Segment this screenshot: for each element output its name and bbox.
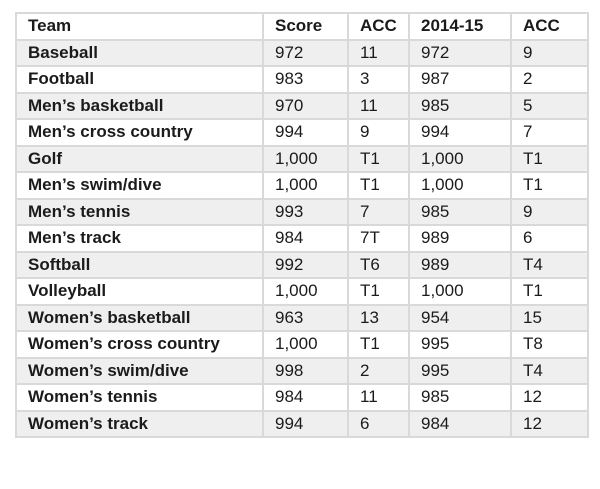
table-row: Football 983 3 987 2	[15, 65, 589, 94]
value-cell: 12	[510, 409, 589, 438]
value-cell: 11	[347, 38, 410, 67]
column-header-2014-15: 2014-15	[408, 12, 512, 41]
team-cell: Volleyball	[15, 277, 264, 306]
apr-scores-table: Team Score ACC 2014-15 ACC Baseball 972 11 972 9…	[15, 12, 589, 438]
table-body: Baseball 972 11 972 9 Football 983 3 987 2 Men’s b…	[15, 38, 589, 438]
table-row: Men’s swim/dive 1,000 T1 1,000 T1	[15, 171, 589, 200]
team-cell: Women’s tennis	[15, 383, 264, 412]
value-cell: T6	[347, 250, 410, 279]
value-cell: 987	[408, 65, 512, 94]
table-row: Volleyball 1,000 T1 1,000 T1	[15, 277, 589, 306]
value-cell: 7T	[347, 224, 410, 253]
team-cell: Golf	[15, 144, 264, 173]
value-cell: 985	[408, 197, 512, 226]
value-cell: 9	[510, 197, 589, 226]
value-cell: 989	[408, 250, 512, 279]
value-cell: 2	[510, 65, 589, 94]
value-cell: 1,000	[408, 277, 512, 306]
value-cell: T4	[510, 356, 589, 385]
table-row: Men’s track 984 7T 989 6	[15, 224, 589, 253]
table-row: Women’s tennis 984 11 985 12	[15, 383, 589, 412]
value-cell: 972	[262, 38, 349, 67]
value-cell: T8	[510, 330, 589, 359]
value-cell: 994	[262, 118, 349, 147]
team-cell: Football	[15, 65, 264, 94]
team-cell: Women’s cross country	[15, 330, 264, 359]
team-cell: Men’s cross country	[15, 118, 264, 147]
value-cell: 994	[408, 118, 512, 147]
team-cell: Women’s track	[15, 409, 264, 438]
team-cell: Men’s track	[15, 224, 264, 253]
value-cell: 1,000	[262, 171, 349, 200]
value-cell: 963	[262, 303, 349, 332]
value-cell: 5	[510, 91, 589, 120]
value-cell: 1,000	[408, 144, 512, 173]
column-header-team: Team	[15, 12, 264, 41]
team-cell: Women’s basketball	[15, 303, 264, 332]
value-cell: 954	[408, 303, 512, 332]
value-cell: 998	[262, 356, 349, 385]
value-cell: 9	[510, 38, 589, 67]
value-cell: 985	[408, 91, 512, 120]
table-row: Men’s cross country 994 9 994 7	[15, 118, 589, 147]
value-cell: 9	[347, 118, 410, 147]
value-cell: T4	[510, 250, 589, 279]
team-cell: Men’s basketball	[15, 91, 264, 120]
header-row: Team Score ACC 2014-15 ACC	[15, 12, 589, 41]
value-cell: 1,000	[262, 144, 349, 173]
value-cell: T1	[510, 171, 589, 200]
table-row: Women’s swim/dive 998 2 995 T4	[15, 356, 589, 385]
value-cell: 989	[408, 224, 512, 253]
value-cell: T1	[347, 171, 410, 200]
table-row: Men’s basketball 970 11 985 5	[15, 91, 589, 120]
team-cell: Softball	[15, 250, 264, 279]
value-cell: 995	[408, 356, 512, 385]
team-cell: Men’s tennis	[15, 197, 264, 226]
table-row: Women’s track 994 6 984 12	[15, 409, 589, 438]
value-cell: T1	[347, 330, 410, 359]
team-cell: Baseball	[15, 38, 264, 67]
value-cell: T1	[510, 144, 589, 173]
value-cell: 3	[347, 65, 410, 94]
value-cell: 984	[408, 409, 512, 438]
value-cell: 11	[347, 383, 410, 412]
value-cell: 1,000	[262, 277, 349, 306]
value-cell: 970	[262, 91, 349, 120]
column-header-acc: ACC	[510, 12, 589, 41]
column-header-acc: ACC	[347, 12, 410, 41]
value-cell: 13	[347, 303, 410, 332]
value-cell: 7	[510, 118, 589, 147]
value-cell: 1,000	[262, 330, 349, 359]
table-row: Baseball 972 11 972 9	[15, 38, 589, 67]
team-cell: Women’s swim/dive	[15, 356, 264, 385]
value-cell: 995	[408, 330, 512, 359]
value-cell: T1	[510, 277, 589, 306]
value-cell: 994	[262, 409, 349, 438]
team-cell: Men’s swim/dive	[15, 171, 264, 200]
table-row: Men’s tennis 993 7 985 9	[15, 197, 589, 226]
value-cell: 6	[510, 224, 589, 253]
value-cell: 985	[408, 383, 512, 412]
value-cell: 15	[510, 303, 589, 332]
column-header-score: Score	[262, 12, 349, 41]
table-row: Golf 1,000 T1 1,000 T1	[15, 144, 589, 173]
value-cell: 7	[347, 197, 410, 226]
value-cell: 992	[262, 250, 349, 279]
value-cell: 983	[262, 65, 349, 94]
table-row: Women’s basketball 963 13 954 15	[15, 303, 589, 332]
value-cell: 993	[262, 197, 349, 226]
value-cell: T1	[347, 277, 410, 306]
table-row: Softball 992 T6 989 T4	[15, 250, 589, 279]
value-cell: 972	[408, 38, 512, 67]
value-cell: 984	[262, 224, 349, 253]
value-cell: 12	[510, 383, 589, 412]
value-cell: T1	[347, 144, 410, 173]
table-row: Women’s cross country 1,000 T1 995 T8	[15, 330, 589, 359]
value-cell: 1,000	[408, 171, 512, 200]
value-cell: 2	[347, 356, 410, 385]
value-cell: 984	[262, 383, 349, 412]
value-cell: 6	[347, 409, 410, 438]
value-cell: 11	[347, 91, 410, 120]
